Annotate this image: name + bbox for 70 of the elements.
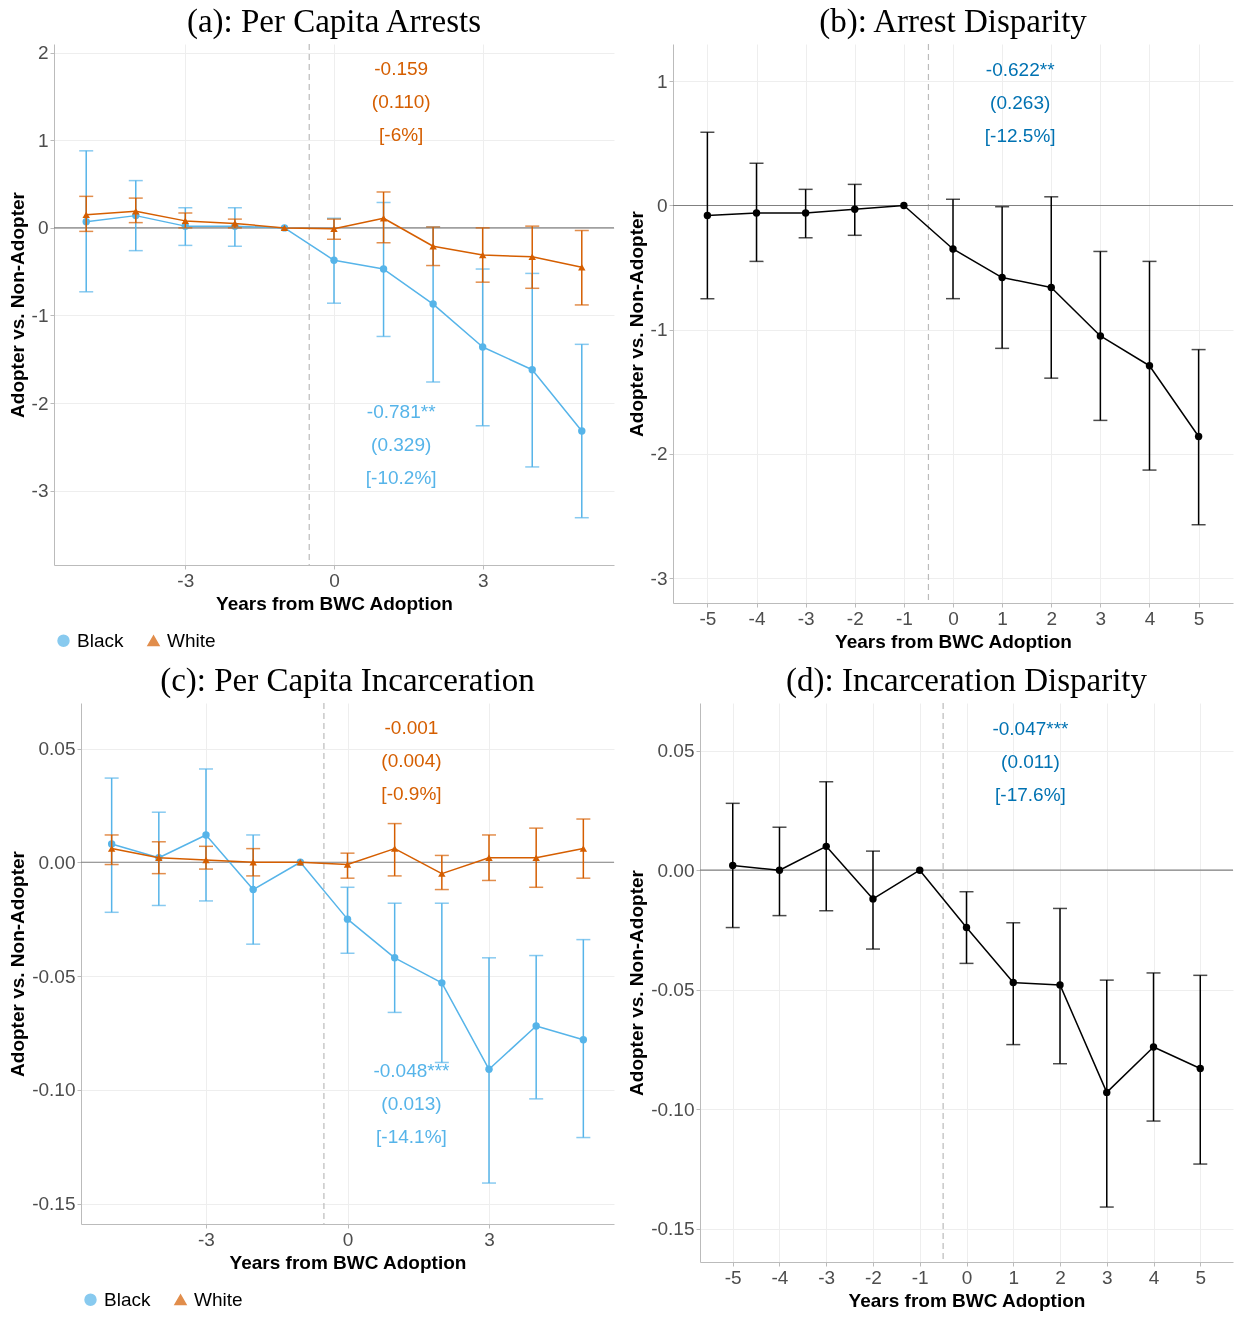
x-tick-label: -3 [177,569,195,591]
y-tick-label: -1 [650,319,668,341]
chart-title: (d): Incarceration Disparity [785,662,1148,700]
x-tick-label: 3 [477,569,489,591]
x-tick-label: 0 [342,1228,354,1250]
x-tick-label: -3 [797,607,815,629]
y-tick-label: -0.10 [651,1098,695,1120]
y-tick-label: 1 [656,70,668,92]
y-tick-label: 0 [656,194,668,216]
legend-label: White [167,629,216,651]
y-tick-label: -0.10 [32,1079,76,1101]
y-tick-label: -0.05 [32,965,76,987]
y-tick-label: 0.00 [657,859,695,881]
x-tick-label: -2 [846,607,864,629]
y-tick-label: -0.05 [651,979,695,1001]
x-tick-label: -1 [911,1266,929,1288]
x-tick-label: -4 [771,1266,789,1288]
annotation: -0.047*** (0.011) [-17.6%] [992,717,1070,805]
x-axis-title: Years from BWC Adoption [835,630,1072,652]
x-tick-label: 0 [329,569,340,591]
x-tick-label: -2 [865,1266,882,1288]
x-tick-label: 1 [1008,1266,1020,1288]
y-tick-label: -0.15 [651,1218,695,1240]
y-tick-label: -2 [650,443,668,465]
annotation: -0.159 (0.110) [-6%] [371,57,431,145]
x-tick-label: 3 [484,1228,495,1250]
chart-title: (c): Per Capita Incarceration [160,662,535,700]
x-tick-label: 2 [1046,607,1058,629]
x-tick-label: 3 [1101,1266,1113,1288]
y-tick-label: -2 [31,392,49,414]
x-tick-label: -5 [699,607,717,629]
annotation: -0.001 (0.004) [-0.9%] [381,716,442,804]
x-tick-label: -1 [895,607,913,629]
y-axis-title: Adopter vs. Non-Adopter [6,191,28,418]
y-tick-label: -1 [31,304,49,326]
chart-title: (b): Arrest Disparity [819,3,1088,41]
x-tick-label: 2 [1055,1266,1066,1288]
y-tick-label: 2 [37,42,49,64]
y-tick-label: 0.00 [38,851,76,873]
x-tick-label: 5 [1195,1266,1207,1288]
y-tick-label: -3 [31,480,49,502]
x-tick-label: 1 [997,607,1008,629]
x-axis-title: Years from BWC Adoption [848,1289,1086,1311]
y-axis-title: Adopter vs. Non-Adopter [626,869,648,1096]
x-tick-label: 4 [1144,607,1156,629]
y-tick-label: 0 [37,217,49,239]
x-axis-title: Years from BWC Adoption [216,592,453,614]
y-tick-label: 0.05 [657,740,695,762]
x-tick-label: -4 [748,607,766,629]
annotation: -0.048*** (0.013) [-14.1%] [373,1060,451,1148]
legend-label: Black [104,1288,151,1310]
y-tick-label: -0.15 [32,1193,76,1215]
annotation: -0.781** (0.329) [-10.2%] [365,401,437,489]
x-tick-label: -5 [724,1266,742,1288]
chart-title: (a): Per Capita Arrests [186,3,482,41]
y-axis-title: Adopter vs. Non-Adopter [7,850,29,1077]
legend-label: White [194,1288,243,1310]
y-tick-label: 1 [37,129,49,151]
legend-label: Black [77,629,124,651]
annotation: -0.622** (0.263) [-12.5%] [984,58,1056,146]
x-tick-label: 0 [961,1266,973,1288]
x-tick-label: -3 [818,1266,836,1288]
x-tick-label: 3 [1095,607,1107,629]
x-tick-label: 0 [948,607,959,629]
y-tick-label: 0.05 [38,738,76,759]
x-tick-label: -3 [198,1228,215,1250]
y-axis-title: Adopter vs. Non-Adopter [625,210,647,437]
x-tick-label: 5 [1193,607,1205,629]
x-axis-title: Years from BWC Adoption [229,1251,467,1273]
x-tick-label: 4 [1148,1266,1160,1288]
